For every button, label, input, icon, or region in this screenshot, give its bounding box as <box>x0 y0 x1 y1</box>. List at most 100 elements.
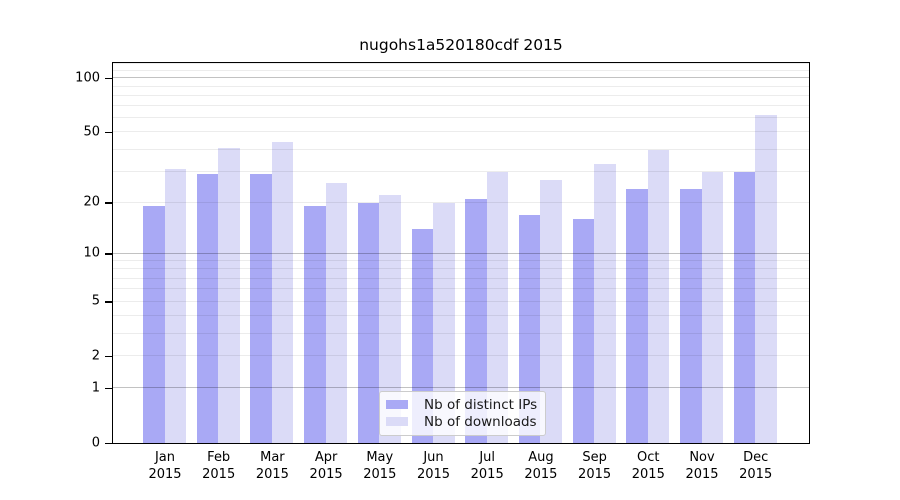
bar-downloads-jan <box>164 169 186 443</box>
gridline-90 <box>113 85 809 87</box>
legend-item-downloads: Nb of downloads <box>386 413 539 430</box>
bar-distinct-ips-feb <box>196 174 219 443</box>
y-tick-mark-0 <box>105 442 112 444</box>
x-tick-label-sep: Sep 2015 <box>563 449 627 483</box>
gridline-50 <box>113 131 809 133</box>
x-tick-label-dec: Dec 2015 <box>724 449 788 483</box>
month-label: Dec <box>743 450 769 465</box>
gridline-1 <box>113 387 809 389</box>
bar-distinct-ips-mar <box>250 174 272 443</box>
bar-downloads-may <box>379 195 401 443</box>
y-tick-label-20: 20 <box>83 194 100 210</box>
legend-item-distinct-ips: Nb of distinct IPs <box>386 396 539 413</box>
bar-downloads-mar <box>271 142 294 443</box>
x-tick-label-mar: Mar 2015 <box>240 449 304 483</box>
legend-label-distinct-ips: Nb of distinct IPs <box>424 396 538 413</box>
bar-downloads-nov <box>701 171 723 443</box>
gridline-7 <box>113 277 809 279</box>
y-tick-mark-100 <box>105 77 112 80</box>
year-label: 2015 <box>739 467 773 482</box>
y-tick-label-50: 50 <box>83 124 100 140</box>
gridline-10 <box>113 252 809 254</box>
gridline-5 <box>113 300 809 302</box>
year-label: 2015 <box>470 467 504 482</box>
month-label: Jan <box>154 450 176 465</box>
year-label: 2015 <box>685 467 719 482</box>
year-label: 2015 <box>255 467 289 482</box>
bar-distinct-ips-jul <box>465 198 487 443</box>
x-tick-label-feb: Feb 2015 <box>187 449 251 483</box>
legend-swatch-downloads <box>386 416 408 427</box>
month-label: Sep <box>582 450 607 465</box>
gridline-9 <box>113 260 809 262</box>
gridline-120 <box>113 63 809 65</box>
bar-distinct-ips-jan <box>143 206 165 443</box>
gridline-30 <box>113 170 809 172</box>
gridline-20 <box>113 201 809 203</box>
x-tick-label-jan: Jan 2015 <box>133 449 197 483</box>
year-label: 2015 <box>524 467 558 482</box>
y-tick-label-0: 0 <box>91 435 100 450</box>
chart-title: nugohs1a520180cdf 2015 <box>359 36 563 54</box>
gridline-60 <box>113 117 809 119</box>
legend-label-downloads: Nb of downloads <box>424 413 537 430</box>
year-label: 2015 <box>416 467 451 482</box>
month-label: Jun <box>423 450 444 465</box>
x-tick-label-nov: Nov 2015 <box>670 449 734 483</box>
month-label: Apr <box>314 450 338 465</box>
gridline-4 <box>113 314 809 316</box>
month-label: Oct <box>637 450 660 465</box>
x-tick-label-apr: Apr 2015 <box>294 449 358 483</box>
bar-distinct-ips-sep <box>572 219 595 443</box>
month-label: Aug <box>528 450 554 465</box>
x-tick-label-jul: Jul 2015 <box>455 449 519 483</box>
gridline-110 <box>113 70 809 71</box>
y-tick-mark-1 <box>105 387 112 390</box>
gridline-100 <box>113 77 809 79</box>
gridline-2 <box>113 355 809 357</box>
bar-downloads-dec <box>755 114 777 443</box>
y-tick-mark-50 <box>105 131 112 134</box>
bar-distinct-ips-dec <box>733 171 756 443</box>
y-tick-label-2: 2 <box>91 348 100 364</box>
year-label: 2015 <box>578 467 612 482</box>
month-label: Nov <box>689 450 715 465</box>
month-label: Feb <box>207 450 231 465</box>
gridline-70 <box>113 105 809 107</box>
year-label: 2015 <box>363 467 397 482</box>
bar-distinct-ips-apr <box>304 206 326 443</box>
y-tick-mark-2 <box>105 355 112 358</box>
month-label: May <box>366 450 394 465</box>
bar-distinct-ips-may <box>357 202 380 443</box>
bar-distinct-ips-aug <box>518 214 541 443</box>
bar-downloads-feb <box>218 147 240 443</box>
gridline-40 <box>113 148 809 150</box>
month-label: Mar <box>260 450 285 465</box>
gridline-8 <box>113 268 809 270</box>
bar-distinct-ips-nov <box>680 188 702 443</box>
x-tick-label-jun: Jun 2015 <box>402 449 466 483</box>
gridline-6 <box>113 288 809 290</box>
x-tick-label-may: May 2015 <box>348 449 412 483</box>
y-tick-label-10: 10 <box>83 245 100 261</box>
x-tick-label-aug: Aug 2015 <box>509 449 573 483</box>
year-label: 2015 <box>202 467 236 482</box>
y-tick-label-1: 1 <box>91 380 100 396</box>
legend-swatch-distinct-ips <box>386 399 408 410</box>
bar-downloads-apr <box>325 182 348 443</box>
bar-distinct-ips-oct <box>626 188 648 443</box>
x-tick-label-oct: Oct 2015 <box>616 449 680 483</box>
year-label: 2015 <box>631 467 665 482</box>
plot-area: Nb of distinct IPs Nb of downloads <box>112 62 810 444</box>
bar-downloads-aug <box>540 179 562 443</box>
y-tick-label-5: 5 <box>91 293 100 309</box>
year-label: 2015 <box>148 467 182 482</box>
month-label: Jul <box>479 450 496 465</box>
bar-downloads-jul <box>486 171 509 443</box>
y-tick-mark-10 <box>105 253 112 255</box>
y-tick-mark-20 <box>105 202 112 204</box>
bar-distinct-ips-jun <box>411 229 433 443</box>
y-tick-mark-5 <box>105 301 112 303</box>
gridline-80 <box>113 94 809 96</box>
